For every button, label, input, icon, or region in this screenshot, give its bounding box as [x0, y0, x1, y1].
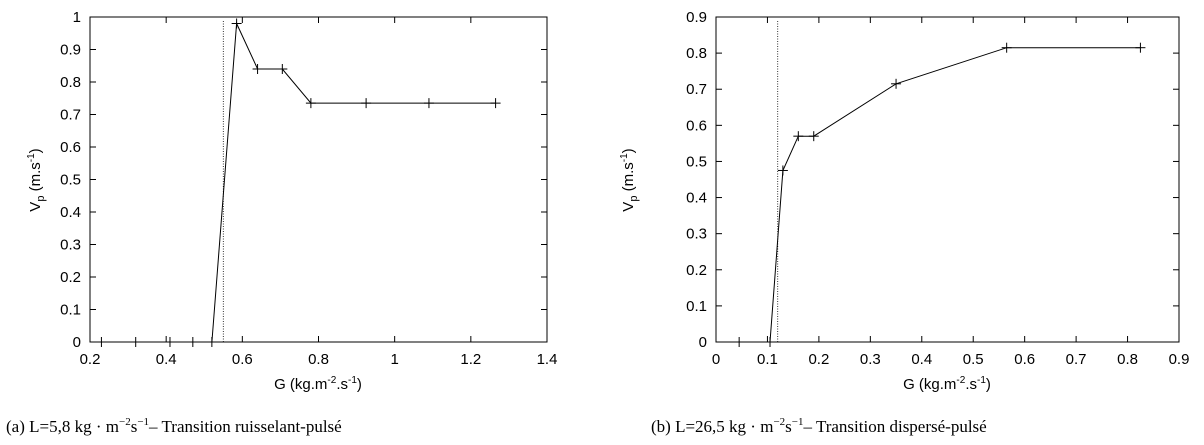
series-group	[734, 42, 1146, 347]
y-tick-label: 0.2	[60, 269, 81, 286]
series-line	[101, 21, 496, 343]
y-tick-label: 0.8	[60, 74, 81, 91]
y-tick-label: 0.3	[686, 226, 707, 243]
x-tick-label: 0.4	[911, 351, 932, 368]
x-axis-title: G (kg.m-2.s-1)	[274, 375, 362, 393]
x-tick-label: 0.1	[757, 351, 778, 368]
data-point	[305, 98, 316, 109]
x-tick-label: 0.6	[232, 351, 253, 368]
plot-frame	[715, 16, 1180, 343]
x-tick-label: 1.2	[460, 351, 481, 368]
y-axis-title: Vp (m.s-1)	[619, 148, 640, 211]
y-tick-label: 0.2	[686, 262, 707, 279]
data-point	[808, 131, 819, 142]
y-axis-title: Vp (m.s-1)	[26, 148, 47, 211]
data-point	[765, 337, 776, 347]
y-tick-label: 0.3	[60, 237, 81, 254]
y-tick-label: 0	[73, 334, 81, 351]
data-point	[891, 78, 902, 89]
x-tick-label: 0.7	[1066, 351, 1087, 368]
data-point	[1135, 42, 1146, 53]
chart-a: 0.2 0.4 0.6 0.8 1 1.2 1.4 0 0.1 0.2 0.3 0.4 0.5 0.6 0.…	[26, 9, 557, 393]
caption-b: (b) L=26,5 kg · m−2s−1– Transition dispe…	[651, 416, 987, 436]
y-tick-label: 0.9	[60, 42, 81, 59]
data-point	[252, 64, 263, 74]
y-tick-label: 0.5	[60, 172, 81, 189]
ticks-group: 0 0.1 0.2 0.3 0.4 0.5 0.6 0.7 0.8 0.9 0 0.1 0.2 0.3 0.…	[686, 9, 1189, 368]
data-point	[490, 98, 501, 109]
data-point	[130, 337, 141, 347]
plot-frame	[89, 16, 548, 343]
data-point	[164, 337, 175, 347]
y-tick-label: 0.4	[60, 204, 81, 221]
data-point	[206, 337, 217, 347]
x-tick-label: 0.6	[1014, 351, 1035, 368]
data-point	[277, 64, 288, 74]
y-tick-label: 0	[699, 334, 707, 351]
chart-b: 0 0.1 0.2 0.3 0.4 0.5 0.6 0.7 0.8 0.9 0 0.1 0.2 0.3 0.…	[619, 9, 1189, 393]
x-tick-label: 0.8	[308, 351, 329, 368]
data-point	[423, 98, 434, 109]
y-tick-label: 0.4	[686, 190, 707, 207]
y-tick-label: 0.8	[686, 45, 707, 62]
data-point	[96, 337, 107, 347]
data-point	[361, 98, 372, 109]
y-tick-label: 0.5	[686, 153, 707, 170]
x-tick-label: 0.9	[1169, 351, 1190, 368]
ticks-group: 0.2 0.4 0.6 0.8 1 1.2 1.4 0 0.1 0.2 0.3 0.4 0.5 0.6 0.…	[60, 9, 557, 368]
x-tick-label: 0.8	[1117, 351, 1138, 368]
x-tick-label: 0.2	[80, 351, 101, 368]
x-tick-label: 0.2	[808, 351, 829, 368]
y-tick-label: 0.7	[686, 81, 707, 98]
y-tick-label: 0.6	[60, 139, 81, 156]
data-point	[734, 337, 745, 347]
data-point	[187, 337, 198, 347]
y-tick-label: 0.1	[60, 302, 81, 319]
x-axis-title: G (kg.m-2.s-1)	[903, 375, 991, 393]
series-group	[96, 18, 501, 347]
x-tick-label: 0	[712, 351, 720, 368]
y-tick-label: 0.6	[686, 117, 707, 134]
y-tick-label: 0.9	[686, 9, 707, 26]
y-tick-label: 0.1	[686, 298, 707, 315]
data-point	[793, 131, 804, 142]
caption-a: (a) L=5,8 kg · m−2s−1– Transition ruisse…	[6, 416, 342, 436]
x-tick-label: 1	[390, 351, 398, 368]
data-point	[777, 165, 788, 176]
x-tick-label: 0.3	[860, 351, 881, 368]
data-point	[231, 18, 242, 29]
data-point	[1001, 42, 1012, 53]
series-line	[739, 47, 1141, 343]
y-tick-label: 0.7	[60, 107, 81, 124]
x-tick-label: 0.4	[156, 351, 177, 368]
y-tick-label: 1	[73, 9, 81, 26]
x-tick-label: 0.5	[963, 351, 984, 368]
x-tick-label: 1.4	[537, 351, 558, 368]
